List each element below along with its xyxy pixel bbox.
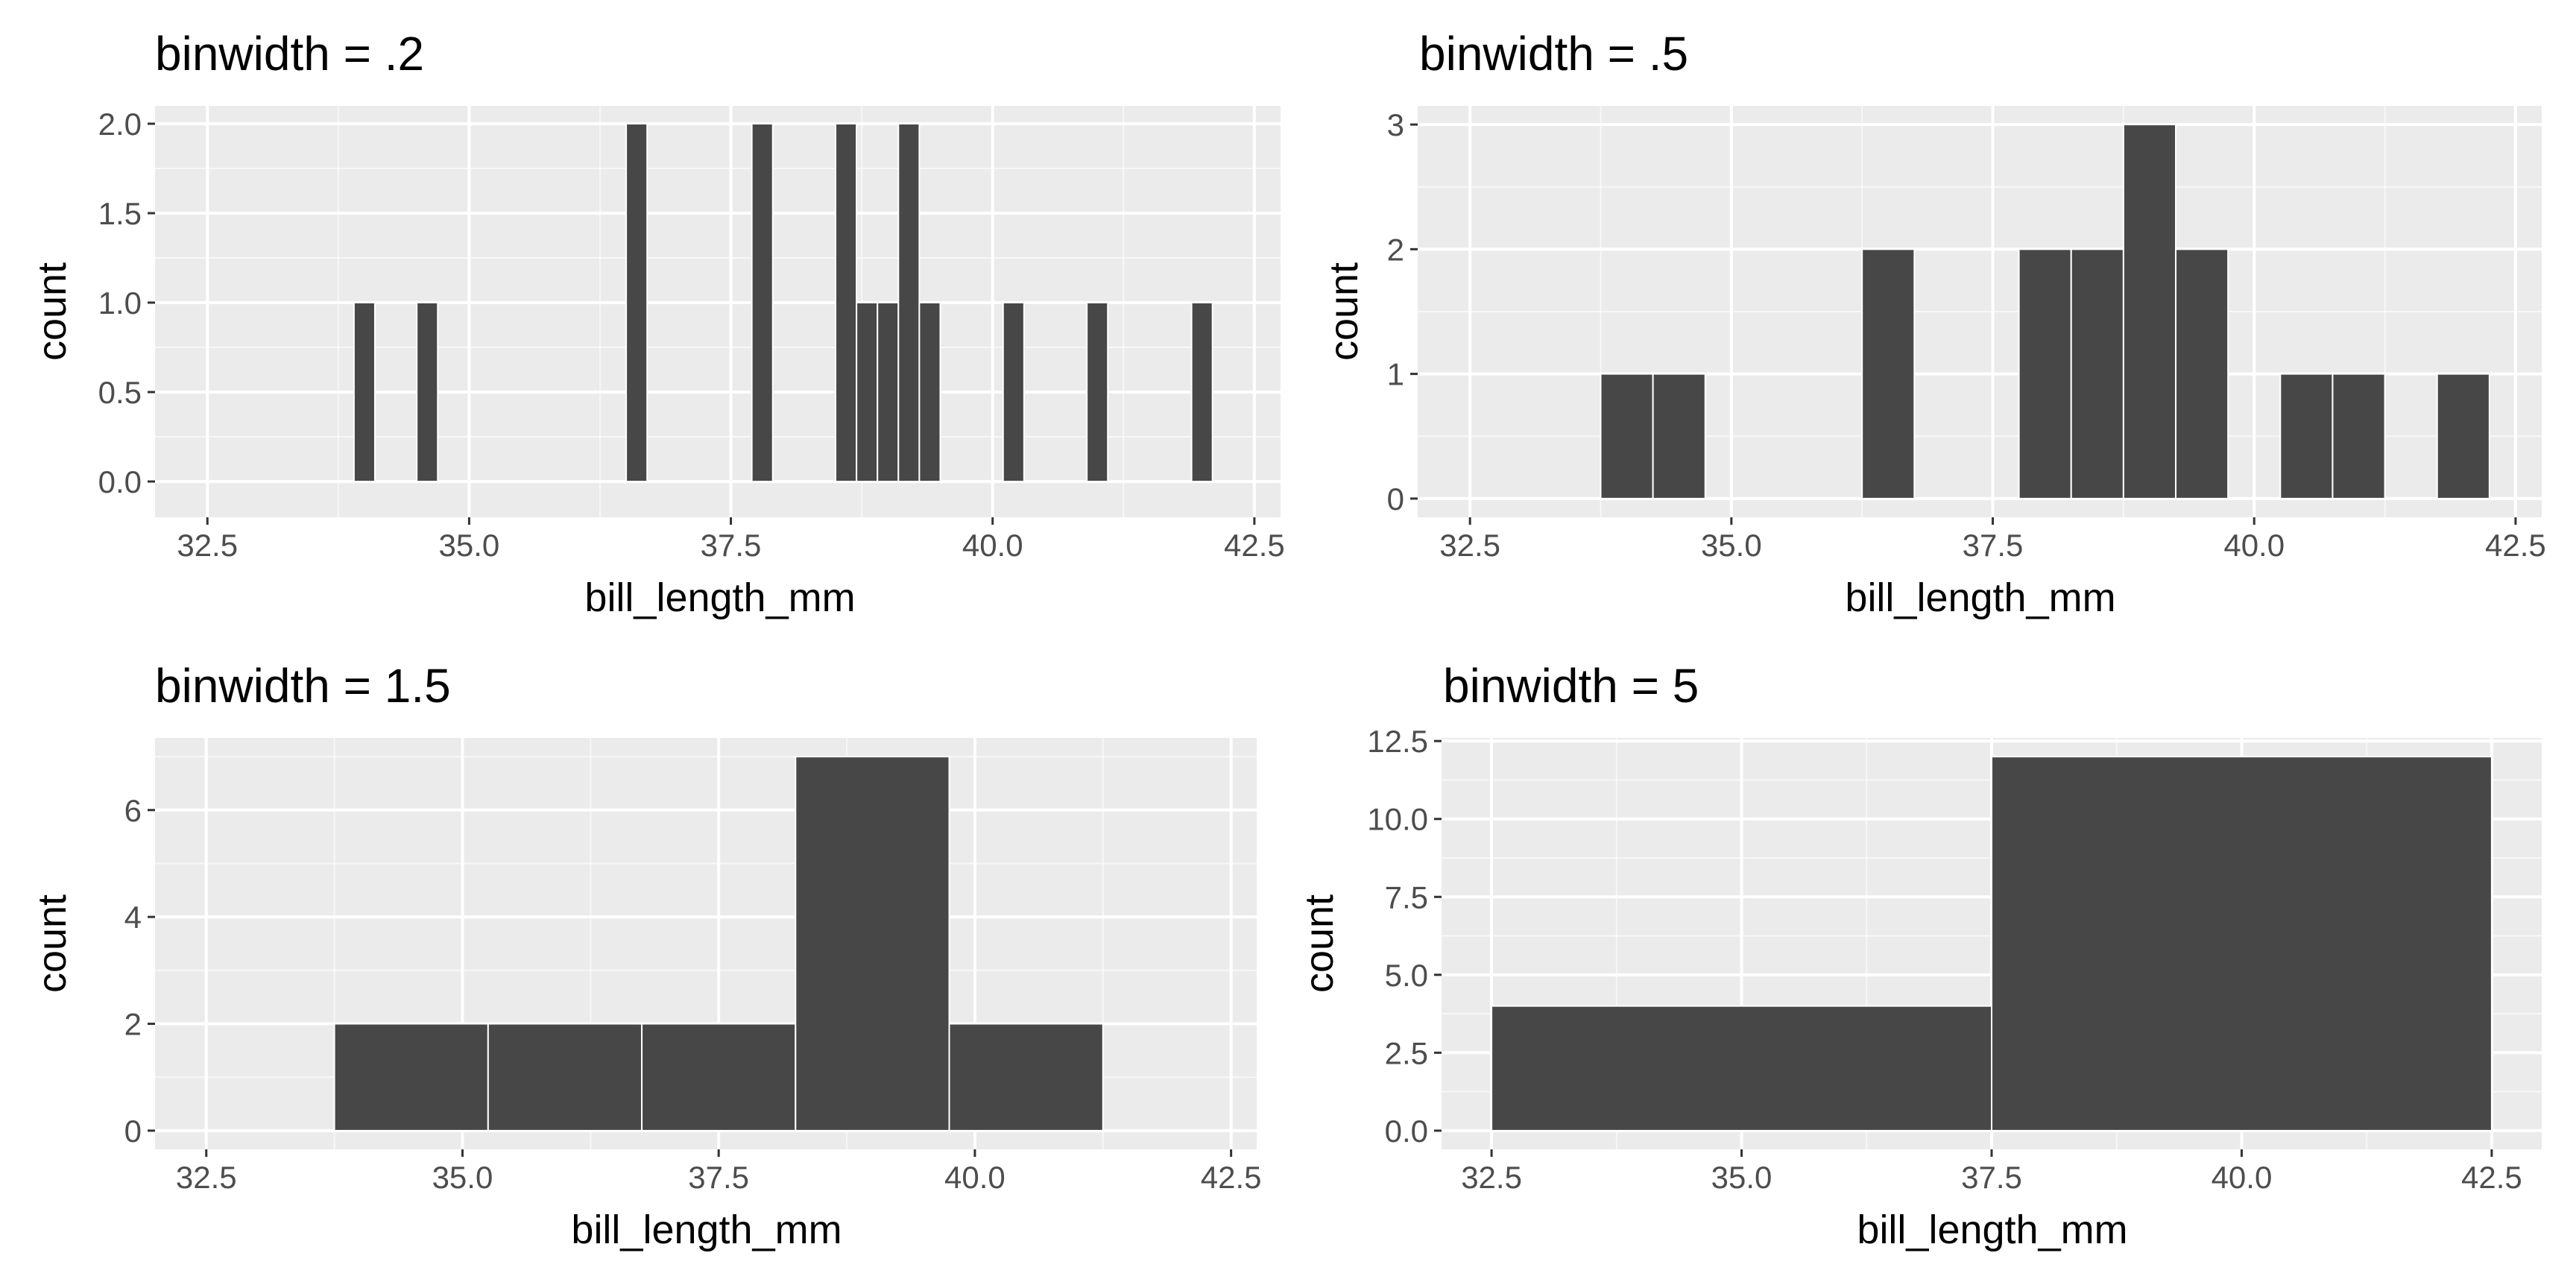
x-axis-title: bill_length_mm: [584, 575, 855, 620]
y-tick-label: 12.5: [1367, 724, 1428, 759]
histogram-bar: [1086, 302, 1109, 482]
y-tick-label: 10.0: [1367, 802, 1428, 837]
y-tick-label: 2.5: [1385, 1035, 1428, 1070]
histogram-bar: [641, 1023, 797, 1131]
chart-title: binwidth = 5: [1443, 659, 1699, 713]
histogram-bar: [877, 302, 900, 482]
histogram-bar: [2279, 373, 2334, 499]
histogram-bar: [1190, 302, 1213, 482]
y-tick-label: 5.0: [1385, 958, 1428, 993]
x-tick-label: 32.5: [176, 1160, 237, 1195]
x-tick-label: 37.5: [1961, 1160, 2022, 1195]
facet-binwidth-0-5: binwidth = .5 bill_length_mm count 32.5 3…: [1322, 27, 2546, 620]
x-tick-label: 32.5: [1439, 528, 1500, 563]
x-axis-title: bill_length_mm: [1845, 575, 2115, 620]
x-tick-label: 40.0: [962, 528, 1023, 563]
histogram-bar: [856, 302, 879, 482]
histogram-bar: [2122, 124, 2177, 499]
histogram-bar: [2018, 248, 2072, 499]
y-tick-label: 1.5: [98, 196, 142, 231]
y-tick-label: 1.0: [98, 285, 142, 321]
y-axis-title: count: [30, 894, 75, 993]
x-tick-label: 37.5: [701, 528, 762, 563]
histogram-bar: [353, 302, 376, 482]
histogram-bar: [835, 123, 858, 482]
histogram-bar: [2332, 373, 2386, 499]
facet-binwidth-5: binwidth = 5 bill_length_mm count 32.5 35…: [1297, 659, 2542, 1252]
chart-title: binwidth = .2: [155, 27, 424, 80]
y-tick-label: 2: [124, 1007, 142, 1042]
y-tick-label: 0: [124, 1114, 142, 1149]
y-axis-title: count: [1322, 262, 1366, 361]
x-tick-label: 42.5: [2461, 1160, 2522, 1195]
facet-binwidth-0-2: binwidth = .2 bill_length_mm count 32.5 3…: [30, 27, 1285, 620]
histogram-bar: [2070, 248, 2124, 499]
x-tick-label: 35.0: [439, 528, 500, 563]
y-tick-label: 3: [1387, 107, 1404, 142]
chart-title: binwidth = .5: [1419, 27, 1688, 80]
x-tick-label: 32.5: [177, 528, 238, 563]
x-tick-label: 40.0: [2212, 1160, 2273, 1195]
histogram-bar: [918, 302, 941, 482]
histogram-bar: [1491, 1005, 1993, 1131]
y-tick-label: 1: [1387, 357, 1404, 392]
histogram-bar: [625, 123, 648, 482]
x-tick-label: 37.5: [1963, 528, 2024, 563]
x-tick-label: 37.5: [688, 1160, 749, 1195]
histogram-bar: [751, 123, 774, 482]
y-tick-label: 0.5: [98, 375, 142, 410]
x-tick-label: 35.0: [1701, 528, 1762, 563]
y-axis-title: count: [30, 262, 75, 361]
y-tick-label: 7.5: [1385, 880, 1428, 915]
histogram-bar: [1652, 373, 1706, 499]
histogram-bar: [897, 123, 921, 482]
x-tick-label: 42.5: [1224, 528, 1285, 563]
y-tick-label: 0.0: [98, 464, 142, 499]
x-tick-label: 40.0: [2223, 528, 2285, 563]
histogram-bar: [333, 1023, 489, 1131]
x-tick-label: 32.5: [1461, 1160, 1522, 1195]
x-tick-label: 35.0: [1711, 1160, 1772, 1195]
histogram-bar: [1002, 302, 1025, 482]
x-axis-title: bill_length_mm: [571, 1208, 842, 1252]
x-axis-title: bill_length_mm: [1857, 1208, 2127, 1252]
y-tick-label: 0: [1387, 482, 1404, 517]
histogram-bar: [795, 756, 950, 1131]
facet-binwidth-1-5: binwidth = 1.5 bill_length_mm count 32.5…: [30, 659, 1262, 1252]
histogram-bar: [1991, 756, 2493, 1131]
histogram-bar: [487, 1023, 643, 1131]
x-tick-label: 42.5: [2485, 528, 2546, 563]
y-tick-label: 2: [1387, 232, 1404, 267]
chart-title: binwidth = 1.5: [155, 659, 451, 713]
y-tick-label: 4: [124, 900, 142, 935]
y-tick-label: 0.0: [1385, 1114, 1428, 1149]
x-tick-label: 35.0: [432, 1160, 493, 1195]
y-axis-title: count: [1297, 894, 1342, 993]
histogram-bar: [416, 302, 439, 482]
histogram-bar: [2175, 248, 2229, 499]
histogram-bar: [1600, 373, 1654, 499]
x-tick-label: 40.0: [944, 1160, 1006, 1195]
y-tick-label: 2.0: [98, 107, 142, 142]
histogram-bar: [1861, 248, 1916, 499]
histogram-bar: [948, 1023, 1104, 1131]
x-tick-label: 42.5: [1201, 1160, 1262, 1195]
histogram-bar: [2436, 373, 2490, 499]
panel-background: [155, 106, 1281, 517]
y-tick-label: 6: [124, 793, 142, 828]
